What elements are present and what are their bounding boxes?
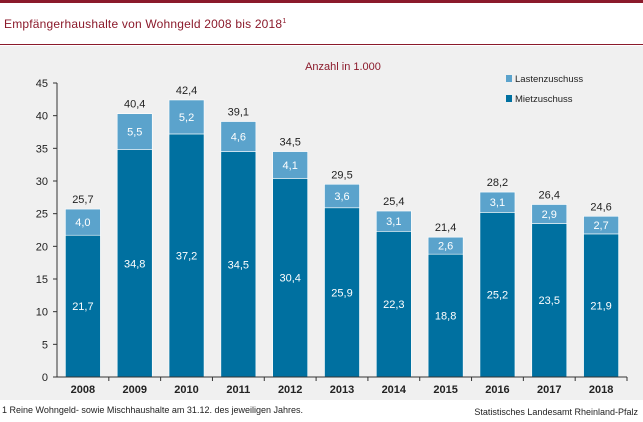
x-tick-label: 2014 — [382, 384, 407, 396]
bar-mietzuschuss — [116, 149, 153, 378]
header: Empfängerhaushalte von Wohngeld 2008 bis… — [0, 14, 643, 45]
stacked-bar-chart: Anzahl in 1.000 0 5 10 15 20 25 30 35 40 45 21,7 4… — [36, 61, 628, 396]
bar-lastenzuschuss — [479, 191, 516, 213]
bar-lastenzuschuss — [376, 210, 412, 232]
bar-lastenzuschuss — [220, 121, 257, 152]
label-total: 28,2 — [487, 177, 508, 189]
bar-mietzuschuss — [324, 207, 360, 378]
label-total: 21,4 — [435, 222, 456, 234]
y-tick-label: 35 — [36, 143, 48, 155]
y-tick-label: 5 — [42, 339, 48, 351]
label-mietzuschuss: 21,7 — [72, 301, 93, 313]
y-tick-label: 20 — [36, 241, 48, 253]
legend-swatch — [506, 75, 512, 82]
label-total: 24,6 — [590, 201, 611, 213]
label-mietzuschuss: 25,2 — [487, 290, 508, 302]
bar-lastenzuschuss — [531, 204, 568, 224]
x-tick-label: 2015 — [433, 384, 457, 396]
label-mietzuschuss: 34,8 — [124, 258, 145, 270]
x-tick-label: 2017 — [537, 384, 561, 396]
y-tick-label: 30 — [36, 176, 48, 188]
label-total: 25,4 — [383, 196, 404, 208]
x-tick-label: 2012 — [278, 384, 302, 396]
page-title-text: Empfängerhaushalte von Wohngeld 2008 bis… — [4, 17, 283, 31]
label-lastenzuschuss: 2,7 — [593, 220, 608, 232]
label-mietzuschuss: 23,5 — [539, 295, 560, 307]
x-tick-label: 2018 — [589, 384, 613, 396]
bar-lastenzuschuss — [116, 113, 153, 150]
title-footnote-mark: 1 — [282, 18, 287, 25]
label-mietzuschuss: 30,4 — [279, 273, 300, 285]
bar-mietzuschuss — [65, 234, 101, 378]
label-lastenzuschuss: 4,0 — [75, 217, 90, 229]
bar-mietzuschuss — [376, 231, 412, 378]
bar-lastenzuschuss — [427, 236, 464, 255]
x-tick-label: 2016 — [485, 384, 509, 396]
legend-label: Mietzuschuss — [515, 94, 573, 105]
label-lastenzuschuss: 2,6 — [438, 241, 453, 253]
page-title: Empfängerhaushalte von Wohngeld 2008 bis… — [4, 17, 286, 31]
bar-lastenzuschuss — [272, 151, 308, 179]
y-tick-label: 40 — [36, 111, 48, 123]
bar-mietzuschuss — [272, 178, 308, 378]
top-accent-bar — [0, 0, 643, 3]
source-credit: Statistisches Landesamt Rheinland-Pfalz — [474, 407, 638, 417]
label-mietzuschuss: 34,5 — [228, 259, 249, 271]
x-tick-label: 2010 — [174, 384, 198, 396]
label-total: 39,1 — [228, 107, 249, 119]
legend: Lastenzuschuss Mietzuschuss — [506, 74, 583, 105]
label-mietzuschuss: 21,9 — [590, 300, 611, 312]
label-total: 26,4 — [539, 190, 560, 202]
footnote: 1 Reine Wohngeld- sowie Mischhaushalte a… — [2, 405, 304, 415]
chart-panel: Anzahl in 1.000 0 5 10 15 20 25 30 35 40 45 21,7 4… — [0, 46, 643, 400]
y-tick-label: 45 — [36, 78, 48, 90]
label-total: 25,7 — [72, 194, 93, 206]
bar-lastenzuschuss — [324, 183, 360, 209]
chart-subtitle: Anzahl in 1.000 — [305, 61, 381, 73]
label-lastenzuschuss: 4,1 — [283, 160, 298, 172]
label-mietzuschuss: 25,9 — [331, 287, 352, 299]
y-tick-label: 0 — [42, 372, 48, 384]
bar-mietzuschuss — [168, 133, 205, 378]
label-lastenzuschuss: 2,9 — [542, 209, 557, 221]
bar-mietzuschuss — [220, 151, 257, 378]
label-total: 34,5 — [279, 137, 300, 149]
legend-label: Lastenzuschuss — [515, 74, 583, 85]
label-total: 29,5 — [331, 169, 352, 181]
label-lastenzuschuss: 3,6 — [334, 191, 349, 203]
x-tick-label: 2009 — [122, 384, 146, 396]
y-tick-label: 15 — [36, 274, 48, 286]
label-mietzuschuss: 22,3 — [383, 299, 404, 311]
label-total: 42,4 — [176, 85, 197, 97]
label-total: 40,4 — [124, 99, 145, 111]
label-lastenzuschuss: 5,5 — [127, 127, 142, 139]
label-lastenzuschuss: 3,1 — [386, 216, 401, 228]
x-tick-label: 2013 — [330, 384, 354, 396]
bar-lastenzuschuss — [65, 208, 101, 236]
legend-swatch — [506, 95, 512, 102]
label-lastenzuschuss: 3,1 — [490, 197, 505, 209]
y-tick-label: 25 — [36, 209, 48, 221]
bars: 21,7 4,0 25,7 34,8 5,5 40,4 37,2 5,2 42,4 34,5 4,6… — [65, 85, 619, 378]
label-mietzuschuss: 18,8 — [435, 311, 456, 323]
bar-mietzuschuss — [427, 253, 464, 378]
x-tick-label: 2008 — [71, 384, 95, 396]
label-lastenzuschuss: 4,6 — [231, 132, 246, 144]
y-tick-label: 10 — [36, 307, 48, 319]
x-axis: 2008 2009 2010 2011 2012 2013 2014 2015 2016 2017… — [57, 376, 628, 396]
bar-lastenzuschuss — [168, 99, 205, 135]
x-tick-label: 2011 — [226, 384, 250, 396]
bar-lastenzuschuss — [583, 215, 619, 235]
label-mietzuschuss: 37,2 — [176, 250, 197, 262]
y-axis: 0 5 10 15 20 25 30 35 40 45 — [36, 78, 58, 384]
label-lastenzuschuss: 5,2 — [179, 112, 194, 124]
bar-mietzuschuss — [479, 212, 516, 378]
